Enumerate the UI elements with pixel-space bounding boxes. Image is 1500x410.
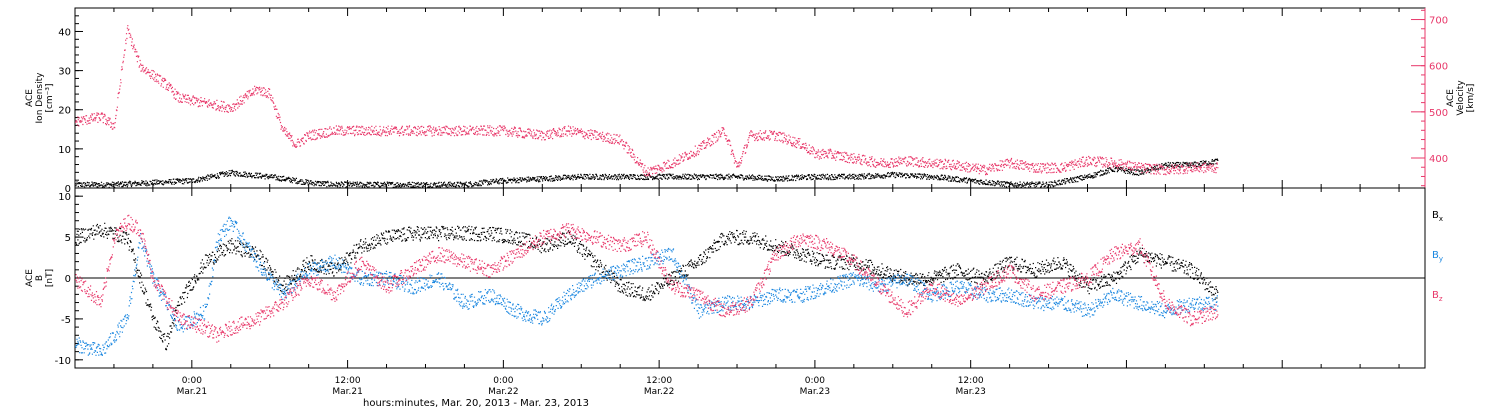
right-ytick-label: 500 <box>1429 108 1448 119</box>
date-tick-label: Mar.22 <box>488 387 518 397</box>
ytick-label: -10 <box>55 356 71 367</box>
time-tick-label: 0:00 <box>182 376 202 386</box>
date-tick-label: Mar.21 <box>177 387 207 397</box>
date-tick-label: Mar.23 <box>955 387 985 397</box>
legend-bz: Bz <box>1432 290 1443 303</box>
time-tick-label: 12:00 <box>958 376 984 386</box>
magnetic-field-panel: -10 -5 0 5 10 ACE B [nT] Bx By Bz <box>25 187 1443 369</box>
date-tick-label: Mar.23 <box>800 387 830 397</box>
right-ytick-label: 600 <box>1429 62 1448 73</box>
ytick-label: 40 <box>58 27 71 38</box>
legend-bx: Bx <box>1432 210 1443 223</box>
ylabel-line-2: [cm⁻³] <box>45 83 55 112</box>
series-pink-points <box>75 25 1219 177</box>
series-pink <box>75 25 1219 177</box>
series-bz <box>75 214 1219 343</box>
ytick-label: -5 <box>61 315 71 326</box>
time-tick-label: 0:00 <box>805 376 825 386</box>
right-ytick-label: 400 <box>1429 154 1448 165</box>
time-axis: 0:00Mar.2112:00Mar.210:00Mar.2212:00Mar.… <box>177 376 986 397</box>
ylabel-line-1: Ion Density <box>35 72 45 124</box>
ylabel-line-0: ACE <box>25 89 35 107</box>
ytick-label: 30 <box>58 67 71 78</box>
legend-by: By <box>1432 250 1443 263</box>
ytick-label: 10 <box>58 145 71 156</box>
right-ytick-label: 700 <box>1429 16 1448 27</box>
top-panel-frame <box>74 7 1426 189</box>
time-tick-label: 0:00 <box>493 376 513 386</box>
time-tick-label: 12:00 <box>646 376 672 386</box>
ytick-label: 0 <box>65 184 71 195</box>
time-axis-label: hours:minutes, Mar. 20, 2013 - Mar. 23, … <box>363 398 589 409</box>
ylabel-line-1: B <box>35 275 45 281</box>
right-ylabel-line-2: [km/s] <box>1466 84 1476 113</box>
series-bz-points <box>75 214 1219 343</box>
right-ylabel-line-0: ACE <box>1446 89 1456 107</box>
date-tick-label: Mar.21 <box>332 387 362 397</box>
ylabel-line-2: [nT] <box>45 269 55 287</box>
ytick-label: 5 <box>65 233 71 244</box>
right-ylabel-line-1: Velocity <box>1456 80 1466 116</box>
time-tick-label: 12:00 <box>335 376 361 386</box>
date-tick-label: Mar.22 <box>644 387 674 397</box>
ytick-label: 20 <box>58 106 71 117</box>
ytick-label: 10 <box>58 192 71 203</box>
ytick-label: 0 <box>65 274 71 285</box>
ylabel-line-0: ACE <box>25 269 35 287</box>
